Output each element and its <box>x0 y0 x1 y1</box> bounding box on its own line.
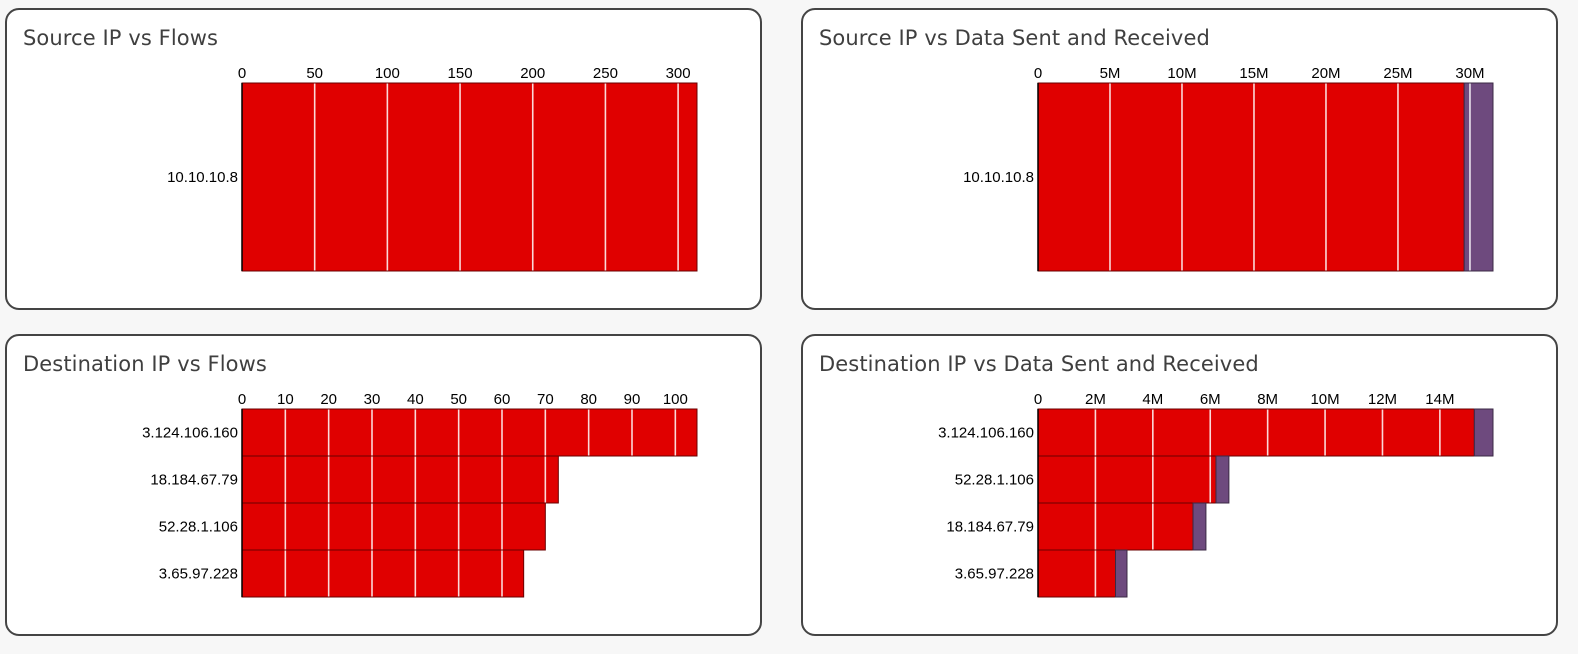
bar-segment-secondary <box>1463 82 1494 272</box>
x-tick-label: 25M <box>1383 65 1412 82</box>
category-label: 18.184.67.79 <box>946 519 1034 536</box>
x-tick-label: 90 <box>624 391 641 408</box>
x-tick-label: 2M <box>1085 391 1106 408</box>
bar-segment-primary <box>1037 82 1465 272</box>
x-tick-label: 30 <box>364 391 381 408</box>
source-ip-data-panel: Source IP vs Data Sent and Received 0 5M 1… <box>801 8 1558 310</box>
x-tick-label: 20M <box>1311 65 1340 82</box>
gridlines-group <box>1109 83 1471 271</box>
category-labels: 10.10.10.8 <box>963 169 1034 186</box>
x-tick-label: 250 <box>593 65 618 82</box>
category-label: 18.184.67.79 <box>150 472 238 489</box>
category-label: 52.28.1.106 <box>159 519 238 536</box>
destination-ip-data-panel: Destination IP vs Data Sent and Received… <box>801 334 1558 636</box>
chart-svg: 0 10 20 30 40 50 60 70 80 90 100 3.124.106.160 18.18… <box>142 391 698 598</box>
x-tick-label: 10M <box>1310 391 1339 408</box>
x-tick-label: 12M <box>1368 391 1397 408</box>
chart-title: Source IP vs Data Sent and Received <box>819 26 1210 50</box>
x-tick-label: 0 <box>238 391 246 408</box>
bar-segment-primary <box>1037 502 1194 551</box>
bar-segment-primary <box>1037 549 1117 598</box>
bar-segment-primary <box>241 549 525 598</box>
x-tick-labels: 0 10 20 30 40 50 60 70 80 90 100 <box>238 391 688 408</box>
bar-segment-primary <box>241 455 559 504</box>
source-ip-flows-panel: Source IP vs Flows 0 50 100 150 200 250 300 10.… <box>5 8 762 310</box>
category-labels: 3.124.106.160 52.28.1.106 18.184.67.79 3.65… <box>938 425 1034 583</box>
chart-svg: 0 5M 10M 15M 20M 25M 30M 10.10.10.8 <box>963 65 1494 272</box>
x-tick-label: 70 <box>537 391 554 408</box>
x-tick-label: 4M <box>1142 391 1163 408</box>
x-tick-labels: 0 2M 4M 6M 8M 10M 12M 14M <box>1034 391 1455 408</box>
category-label: 10.10.10.8 <box>963 169 1034 186</box>
category-label: 52.28.1.106 <box>955 472 1034 489</box>
destination-ip-flows-panel: Destination IP vs Flows 0 10 20 30 40 50 60 70 8… <box>5 334 762 636</box>
x-tick-label: 80 <box>580 391 597 408</box>
x-tick-labels: 0 5M 10M 15M 20M 25M 30M <box>1034 65 1485 82</box>
x-tick-label: 40 <box>407 391 424 408</box>
category-label: 3.124.106.160 <box>142 425 238 442</box>
chart-svg: 0 2M 4M 6M 8M 10M 12M 14M 3.124.106.160 52.28.1.1… <box>938 391 1494 598</box>
x-tick-label: 100 <box>375 65 400 82</box>
category-label: 3.65.97.228 <box>955 566 1034 583</box>
bars-group <box>241 82 698 272</box>
x-tick-label: 50 <box>450 391 467 408</box>
bar-segment-secondary <box>1215 455 1230 504</box>
bar-segment-secondary <box>1473 408 1494 457</box>
category-label: 3.65.97.228 <box>159 566 238 583</box>
gridlines-group <box>313 83 679 271</box>
bar-segment-secondary <box>1192 502 1207 551</box>
bar-segment-secondary <box>1115 549 1128 598</box>
x-tick-label: 6M <box>1200 391 1221 408</box>
chart-title: Destination IP vs Data Sent and Received <box>819 352 1259 376</box>
bars-group <box>1037 82 1494 272</box>
chart-svg: 0 50 100 150 200 250 300 10.10.10.8 <box>167 65 698 272</box>
x-tick-label: 0 <box>238 65 246 82</box>
x-tick-label: 300 <box>666 65 691 82</box>
x-tick-label: 20 <box>320 391 337 408</box>
x-tick-label: 200 <box>520 65 545 82</box>
x-tick-label: 15M <box>1239 65 1268 82</box>
x-tick-label: 30M <box>1455 65 1484 82</box>
chart-title: Destination IP vs Flows <box>23 352 267 376</box>
x-tick-label: 0 <box>1034 391 1042 408</box>
bar-segment-primary <box>1037 455 1217 504</box>
chart-title: Source IP vs Flows <box>23 26 219 50</box>
bars-group <box>1037 408 1494 598</box>
category-label: 3.124.106.160 <box>938 425 1034 442</box>
bar-segment-primary <box>241 82 698 272</box>
bar-segment-primary <box>1037 408 1475 457</box>
x-tick-label: 10 <box>277 391 294 408</box>
category-label: 10.10.10.8 <box>167 169 238 186</box>
bars-group <box>241 408 698 598</box>
x-tick-label: 5M <box>1100 65 1121 82</box>
bar-segment-primary <box>241 502 546 551</box>
bar-segment-primary <box>241 408 698 457</box>
x-tick-label: 0 <box>1034 65 1042 82</box>
x-tick-label: 10M <box>1167 65 1196 82</box>
category-labels: 3.124.106.160 18.184.67.79 52.28.1.106 3.65… <box>142 425 238 583</box>
x-tick-label: 8M <box>1257 391 1278 408</box>
x-tick-label: 50 <box>306 65 323 82</box>
gridlines-group <box>1094 409 1441 597</box>
x-tick-label: 60 <box>494 391 511 408</box>
x-tick-label: 150 <box>448 65 473 82</box>
x-tick-label: 14M <box>1425 391 1454 408</box>
category-labels: 10.10.10.8 <box>167 169 238 186</box>
gridlines-group <box>284 409 677 597</box>
x-tick-labels: 0 50 100 150 200 250 300 <box>238 65 691 82</box>
x-tick-label: 100 <box>663 391 688 408</box>
